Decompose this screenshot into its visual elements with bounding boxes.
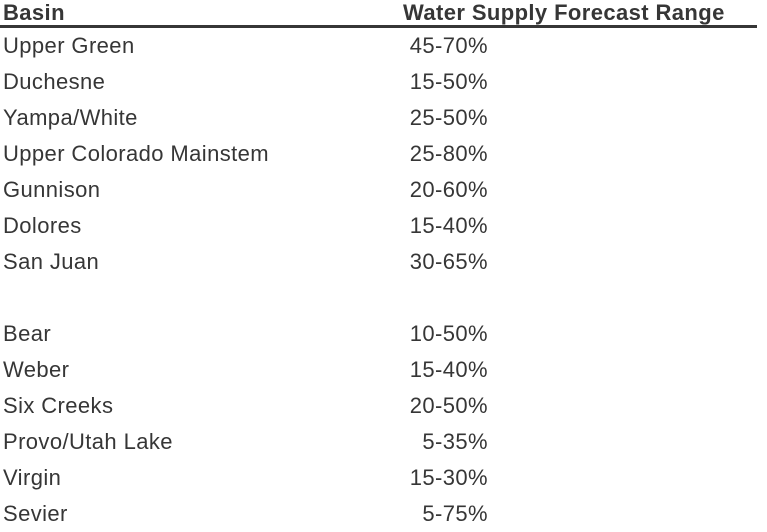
column-header-basin: Basin — [3, 0, 65, 25]
column-header-forecast-range: Water Supply Forecast Range — [403, 0, 725, 25]
table-row-virgin: Virgin 15-30% — [0, 460, 767, 496]
table-row-sevier: Sevier 5-75% — [0, 496, 767, 532]
forecast-range-value: 25-50% — [409, 105, 488, 130]
forecast-range-value: 20-60% — [409, 177, 488, 202]
forecast-range-value: 45-70% — [409, 33, 488, 58]
basin-name: Upper Colorado Mainstem — [3, 141, 269, 166]
table-row-duchesne: Duchesne 15-50% — [0, 64, 767, 100]
basin-name: Virgin — [3, 465, 62, 490]
basin-name: Yampa/White — [3, 105, 138, 130]
table-header-row: Basin Water Supply Forecast Range — [0, 0, 757, 28]
table-row-gunnison: Gunnison 20-60% — [0, 172, 767, 208]
table-row-provo-utah-lake: Provo/Utah Lake 5-35% — [0, 424, 767, 460]
basin-name: Six Creeks — [3, 393, 114, 418]
table-row-bear: Bear 10-50% — [0, 316, 767, 352]
forecast-range-value: 15-30% — [409, 465, 488, 490]
forecast-range-value: 15-40% — [409, 357, 488, 382]
group-spacer-row — [0, 280, 767, 316]
forecast-range-value: 30-65% — [409, 249, 488, 274]
basin-name: Upper Green — [3, 33, 135, 58]
forecast-range-value: 15-40% — [409, 213, 488, 238]
table-row-weber: Weber 15-40% — [0, 352, 767, 388]
forecast-range-value: 20-50% — [409, 393, 488, 418]
table-row-dolores: Dolores 15-40% — [0, 208, 767, 244]
basin-name: Weber — [3, 357, 70, 382]
forecast-range-value: 10-50% — [409, 321, 488, 346]
table-row-yampa-white: Yampa/White 25-50% — [0, 100, 767, 136]
table-row-upper-green: Upper Green 45-70% — [0, 28, 767, 64]
table-row-six-creeks: Six Creeks 20-50% — [0, 388, 767, 424]
forecast-range-value: 5-35% — [422, 429, 488, 454]
forecast-range-value: 15-50% — [409, 69, 488, 94]
table-row-upper-colorado-mainstem: Upper Colorado Mainstem 25-80% — [0, 136, 767, 172]
basin-name: Bear — [3, 321, 52, 346]
basin-name: Gunnison — [3, 177, 101, 202]
basin-name: Dolores — [3, 213, 82, 238]
forecast-range-value: 5-75% — [422, 501, 488, 526]
basin-name: San Juan — [3, 249, 100, 274]
basin-name: Sevier — [3, 501, 68, 526]
table-row-san-juan: San Juan 30-65% — [0, 244, 767, 280]
basin-name: Duchesne — [3, 69, 106, 94]
forecast-range-value: 25-80% — [409, 141, 488, 166]
basin-name: Provo/Utah Lake — [3, 429, 173, 454]
